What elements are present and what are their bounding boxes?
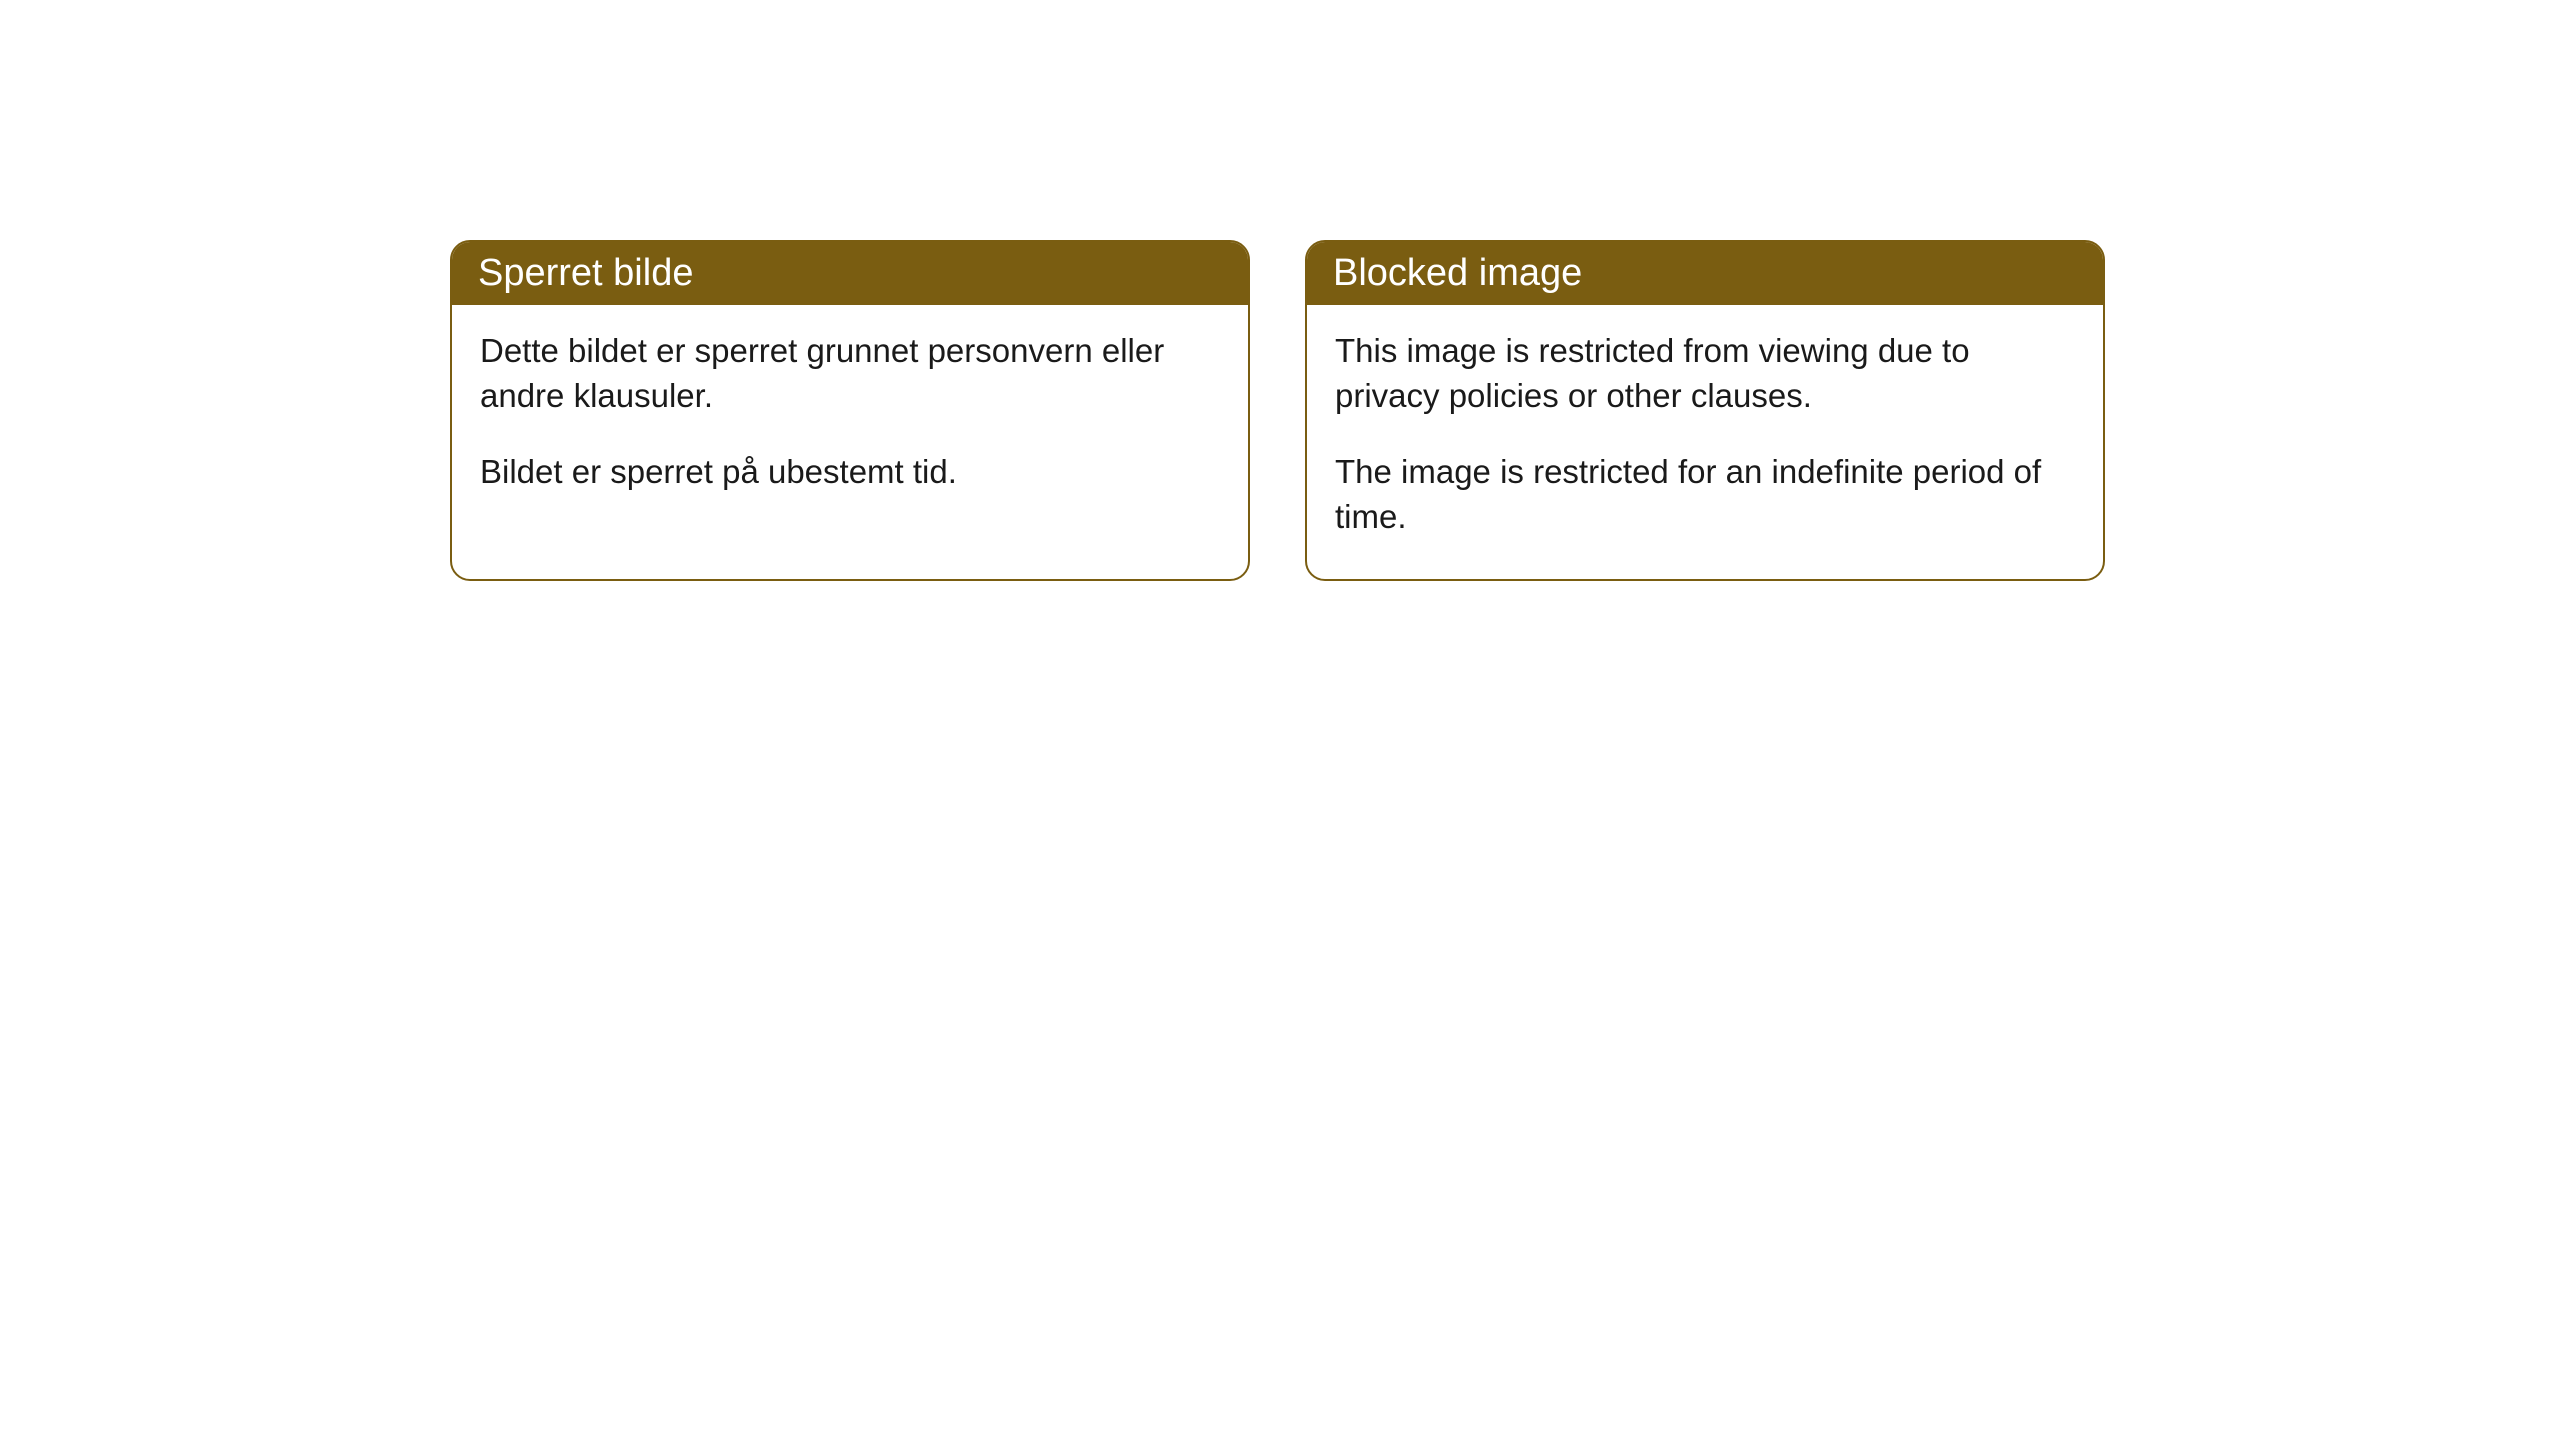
card-title: Sperret bilde bbox=[478, 252, 693, 294]
notice-card-english: Blocked image This image is restricted f… bbox=[1305, 240, 2105, 581]
notice-card-norwegian: Sperret bilde Dette bildet er sperret gr… bbox=[450, 240, 1250, 581]
card-body-norwegian: Dette bildet er sperret grunnet personve… bbox=[452, 305, 1248, 535]
card-title: Blocked image bbox=[1333, 252, 1582, 294]
card-paragraph-2: Bildet er sperret på ubestemt tid. bbox=[480, 450, 1220, 495]
card-paragraph-1: Dette bildet er sperret grunnet personve… bbox=[480, 329, 1220, 418]
card-header-english: Blocked image bbox=[1307, 242, 2103, 305]
card-header-norwegian: Sperret bilde bbox=[452, 242, 1248, 305]
card-paragraph-2: The image is restricted for an indefinit… bbox=[1335, 450, 2075, 539]
card-paragraph-1: This image is restricted from viewing du… bbox=[1335, 329, 2075, 418]
card-body-english: This image is restricted from viewing du… bbox=[1307, 305, 2103, 579]
notice-cards-container: Sperret bilde Dette bildet er sperret gr… bbox=[450, 240, 2560, 581]
